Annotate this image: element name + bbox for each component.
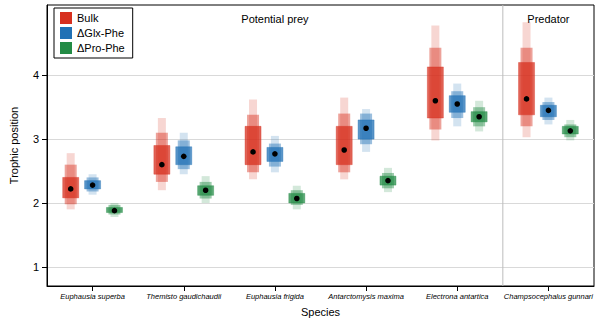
svg-text:1: 1 (33, 261, 39, 273)
svg-text:Euphausia superba: Euphausia superba (60, 292, 125, 301)
svg-text:Electrona antartica: Electrona antartica (426, 292, 489, 301)
svg-text:ΔGlx-Phe: ΔGlx-Phe (77, 27, 124, 39)
svg-text:Potential prey: Potential prey (241, 13, 309, 25)
svg-text:2: 2 (33, 197, 39, 209)
svg-text:Themisto gaudichaudii: Themisto gaudichaudii (146, 292, 221, 301)
svg-text:Antarctomysis maxima: Antarctomysis maxima (327, 292, 403, 301)
svg-text:Bulk: Bulk (77, 12, 99, 24)
svg-text:Euphausia frigida: Euphausia frigida (246, 292, 304, 301)
svg-text:4: 4 (33, 69, 39, 81)
svg-text:Predator: Predator (527, 13, 570, 25)
svg-text:Champsocephalus gunnari: Champsocephalus gunnari (504, 292, 594, 301)
svg-text:3: 3 (33, 133, 39, 145)
svg-text:Species: Species (301, 306, 341, 318)
svg-text:ΔPro-Phe: ΔPro-Phe (77, 42, 125, 54)
svg-text:Trophic position: Trophic position (8, 107, 20, 184)
